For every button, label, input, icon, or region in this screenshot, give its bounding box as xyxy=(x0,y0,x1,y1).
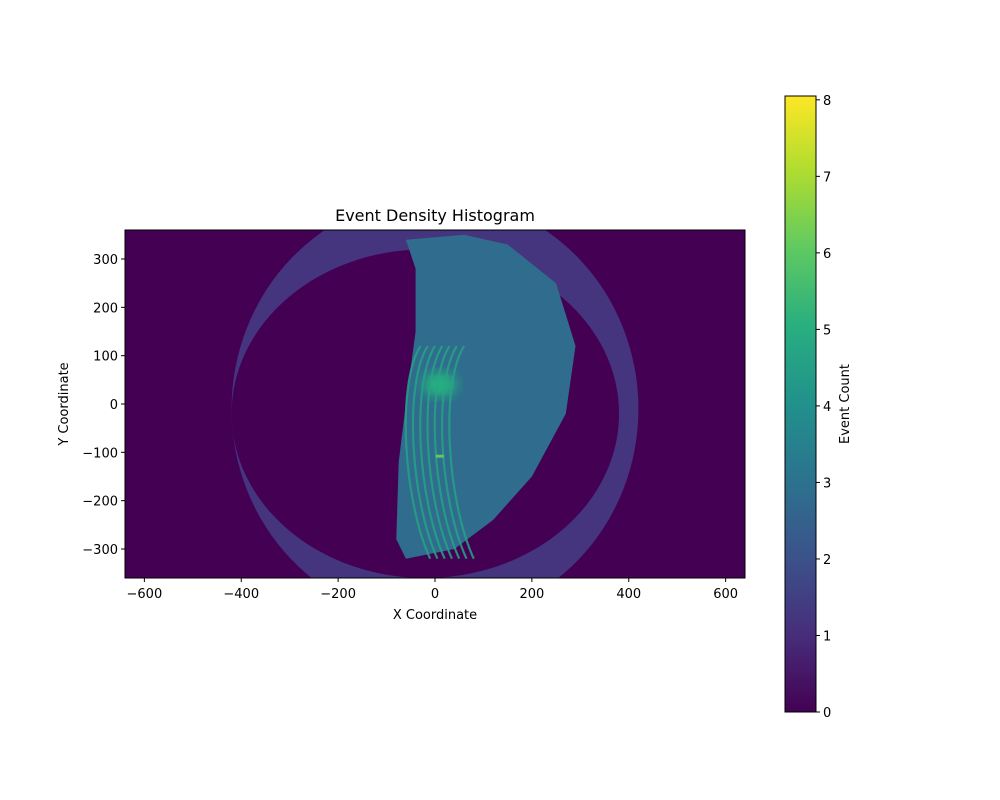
colorbar-axis: 0 1 2 3 4 5 6 7 8 xyxy=(816,94,831,721)
x-tick-label: 600 xyxy=(713,587,738,602)
x-tick-label: 400 xyxy=(616,587,641,602)
colorbar-tick-label: 1 xyxy=(823,629,831,644)
arc-band xyxy=(448,345,475,560)
chart-title: Event Density Histogram xyxy=(335,206,535,225)
colorbar-tick-label: 4 xyxy=(823,400,831,415)
colorbar-tick-label: 8 xyxy=(823,94,831,109)
colorbar-tick-label: 6 xyxy=(823,247,831,262)
colorbar-tick-label: 2 xyxy=(823,553,831,568)
x-tick-label: −400 xyxy=(223,587,259,602)
colorbar-tick-label: 0 xyxy=(823,706,831,721)
heatmap-region-central-scene xyxy=(396,234,576,559)
y-axis: 300 200 100 0 −100 −200 −300 xyxy=(82,253,125,558)
colorbar xyxy=(784,95,817,713)
y-tick-label: 300 xyxy=(93,253,118,268)
y-tick-label: 0 xyxy=(110,398,118,413)
x-axis: −600 −400 −200 0 200 400 600 xyxy=(127,578,738,602)
heatmap-image xyxy=(125,230,745,578)
arc-band xyxy=(411,345,439,560)
y-tick-label: 100 xyxy=(93,350,118,365)
y-tick-label: −300 xyxy=(82,543,118,558)
colorbar-tick-label: 3 xyxy=(823,476,831,491)
arc-band xyxy=(419,345,446,560)
y-tick-label: −200 xyxy=(82,495,118,510)
x-tick-label: 0 xyxy=(431,587,439,602)
y-axis-label: Y Coordinate xyxy=(57,362,72,446)
colorbar-tick-label: 7 xyxy=(823,170,831,185)
arc-band xyxy=(440,345,468,560)
y-tick-label: 200 xyxy=(93,301,118,316)
arc-band xyxy=(404,345,432,560)
colorbar-tick-label: 5 xyxy=(823,323,831,338)
heatmap-region-hotspot xyxy=(435,454,444,458)
x-tick-label: −600 xyxy=(127,587,163,602)
arc-band xyxy=(433,345,461,560)
arc-band xyxy=(426,345,453,560)
heatmap-region-core-highlight xyxy=(429,377,451,392)
x-axis-label: X Coordinate xyxy=(393,608,477,623)
x-tick-label: 200 xyxy=(519,587,544,602)
x-tick-label: −200 xyxy=(320,587,356,602)
colorbar-label: Event Count xyxy=(838,364,853,444)
y-tick-label: −100 xyxy=(82,446,118,461)
